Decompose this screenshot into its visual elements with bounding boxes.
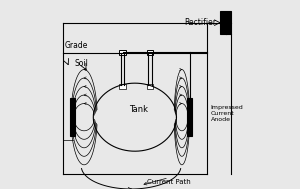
Bar [147,84,153,89]
Text: Grade: Grade [65,41,88,50]
Bar [220,11,231,34]
Bar [147,50,153,55]
Text: Rectifier: Rectifier [184,18,216,27]
Bar [119,50,126,55]
Bar [70,98,75,136]
Text: Impressed
Current
Anode: Impressed Current Anode [211,105,243,122]
Text: Soil: Soil [74,59,88,68]
Bar [187,98,192,136]
Bar [119,84,126,89]
Text: Tank: Tank [129,105,148,114]
Text: Current Path: Current Path [147,179,191,185]
